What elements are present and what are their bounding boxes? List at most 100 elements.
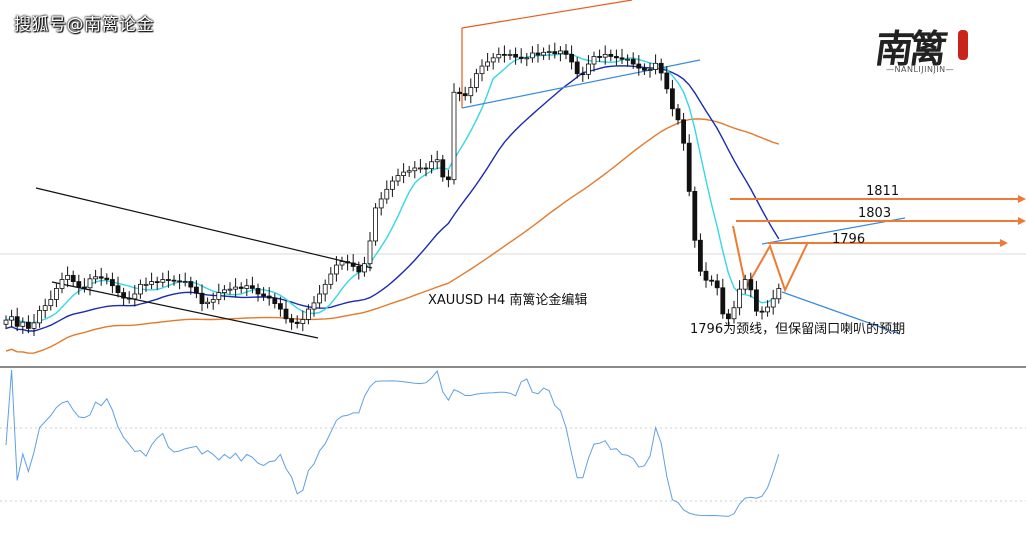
candles-layer bbox=[3, 42, 782, 336]
rsi-panel bbox=[5, 369, 780, 517]
candle-body bbox=[776, 288, 782, 300]
ma-slow-line bbox=[5, 118, 780, 354]
candle-body bbox=[698, 239, 703, 272]
candle-body bbox=[412, 167, 418, 172]
candle-body bbox=[261, 293, 267, 297]
watermark-text: 搜狐号@南篱论金 bbox=[14, 15, 154, 35]
candle-body bbox=[501, 53, 507, 56]
candle-body bbox=[378, 198, 384, 209]
level-arrow-1803 bbox=[1018, 217, 1026, 225]
candle-body bbox=[277, 303, 283, 310]
candle-body bbox=[137, 283, 143, 295]
candle-body bbox=[748, 279, 754, 291]
level-label-1803: 1803 bbox=[858, 206, 892, 221]
candle-body bbox=[726, 313, 731, 320]
candle-body bbox=[244, 285, 250, 289]
candle-body bbox=[658, 62, 664, 74]
candle-body bbox=[9, 316, 15, 321]
level-label-1796: 1796 bbox=[832, 232, 866, 247]
note-text: 1796为颈线，但保留阔口喇叭的预期 bbox=[690, 322, 906, 337]
candle-body bbox=[121, 292, 126, 299]
candle-body bbox=[317, 293, 323, 304]
candle-body bbox=[451, 91, 457, 181]
candle-body bbox=[625, 58, 630, 61]
candle-body bbox=[591, 56, 597, 65]
candle-body bbox=[205, 301, 211, 305]
trend-line bbox=[51, 281, 319, 339]
brand-logo: 南篱 —NANLIJINJIN— bbox=[872, 18, 982, 82]
candle-body bbox=[558, 50, 563, 55]
candle-body bbox=[759, 310, 765, 313]
candle-body bbox=[238, 286, 244, 289]
candle-body bbox=[490, 57, 496, 63]
candle-body bbox=[686, 142, 692, 192]
level-arrow-1811 bbox=[1018, 195, 1026, 203]
candle-body bbox=[182, 281, 188, 283]
candle-body bbox=[132, 293, 138, 300]
candle-body bbox=[703, 270, 709, 281]
candle-body bbox=[154, 281, 160, 283]
candle-body bbox=[221, 289, 227, 293]
candle-body bbox=[445, 176, 451, 181]
candle-body bbox=[233, 286, 239, 290]
candle-body bbox=[630, 58, 636, 65]
candle-body bbox=[110, 279, 115, 287]
candle-body bbox=[513, 53, 518, 58]
candle-body bbox=[423, 167, 429, 170]
candle-body bbox=[647, 69, 653, 71]
trend-drawings bbox=[35, 0, 906, 339]
candle-body bbox=[473, 73, 479, 88]
candle-body bbox=[289, 318, 295, 323]
candle-body bbox=[692, 190, 698, 241]
candle-body bbox=[440, 159, 446, 178]
candle-body bbox=[530, 52, 535, 59]
candle-body bbox=[541, 51, 546, 56]
candle-body bbox=[333, 264, 339, 275]
candle-body bbox=[429, 161, 435, 170]
candle-body bbox=[535, 52, 541, 56]
candle-body bbox=[401, 171, 407, 176]
candle-body bbox=[642, 67, 647, 71]
candle-body bbox=[462, 93, 468, 97]
candle-body bbox=[31, 322, 37, 329]
candle-body bbox=[210, 299, 216, 303]
candle-body bbox=[574, 61, 580, 75]
candle-body bbox=[602, 53, 608, 58]
candle-body bbox=[770, 298, 776, 308]
candle-body bbox=[479, 65, 485, 75]
candle-body bbox=[597, 56, 602, 58]
ma-mid-path bbox=[5, 65, 780, 332]
candle-body bbox=[569, 53, 574, 63]
candle-body bbox=[25, 321, 31, 329]
candle-body bbox=[98, 276, 104, 279]
candle-body bbox=[737, 288, 742, 309]
candle-body bbox=[199, 292, 205, 305]
candle-body bbox=[664, 72, 670, 90]
seal-icon bbox=[958, 30, 968, 60]
candle-body bbox=[345, 261, 351, 264]
trend-line bbox=[761, 217, 906, 245]
candle-body bbox=[709, 279, 714, 282]
candle-body bbox=[37, 310, 42, 324]
logo-subtext: —NANLIJINJIN— bbox=[886, 65, 955, 74]
candle-body bbox=[675, 108, 681, 121]
candle-body bbox=[434, 159, 440, 163]
candle-body bbox=[518, 56, 524, 59]
candle-body bbox=[115, 285, 121, 293]
trend-line bbox=[35, 187, 373, 269]
candle-body bbox=[496, 53, 502, 59]
candle-body bbox=[311, 302, 317, 310]
candle-body bbox=[636, 63, 642, 69]
ma-mid-line bbox=[5, 65, 780, 332]
candle-body bbox=[93, 276, 98, 280]
candle-body bbox=[42, 305, 48, 311]
candle-body bbox=[216, 292, 222, 300]
candle-body bbox=[563, 50, 569, 55]
candle-body bbox=[619, 57, 625, 60]
candle-body bbox=[350, 262, 356, 267]
candle-body bbox=[322, 283, 328, 295]
candle-body bbox=[373, 207, 379, 242]
candle-body bbox=[328, 273, 334, 285]
trend-line bbox=[461, 0, 633, 29]
candle-body bbox=[82, 286, 87, 289]
